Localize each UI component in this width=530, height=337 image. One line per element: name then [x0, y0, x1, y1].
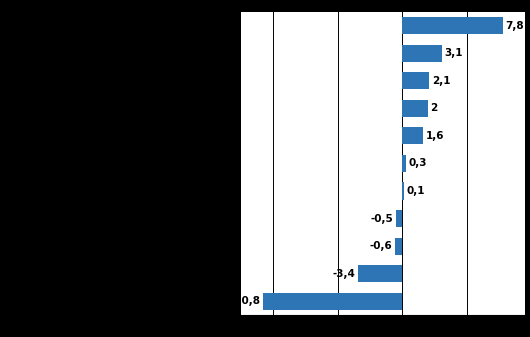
Text: -0,5: -0,5	[370, 214, 393, 223]
Bar	[402, 44, 442, 62]
Text: 0,1: 0,1	[406, 186, 425, 196]
Text: 1,6: 1,6	[426, 131, 444, 141]
Text: -10,8: -10,8	[231, 296, 260, 306]
Bar	[263, 293, 402, 310]
Text: 2,1: 2,1	[432, 76, 450, 86]
Bar	[402, 100, 428, 117]
Text: -3,4: -3,4	[333, 269, 356, 279]
Bar	[402, 155, 406, 172]
Bar	[402, 17, 503, 34]
Bar	[402, 182, 403, 200]
Bar	[394, 238, 402, 255]
Bar	[402, 72, 429, 89]
Text: 7,8: 7,8	[506, 21, 524, 31]
Bar	[358, 265, 402, 282]
Bar	[396, 210, 402, 227]
Text: 3,1: 3,1	[445, 48, 463, 58]
Text: 0,3: 0,3	[409, 158, 427, 168]
Bar	[402, 127, 423, 145]
Text: -0,6: -0,6	[369, 241, 392, 251]
Text: 2: 2	[430, 103, 438, 113]
